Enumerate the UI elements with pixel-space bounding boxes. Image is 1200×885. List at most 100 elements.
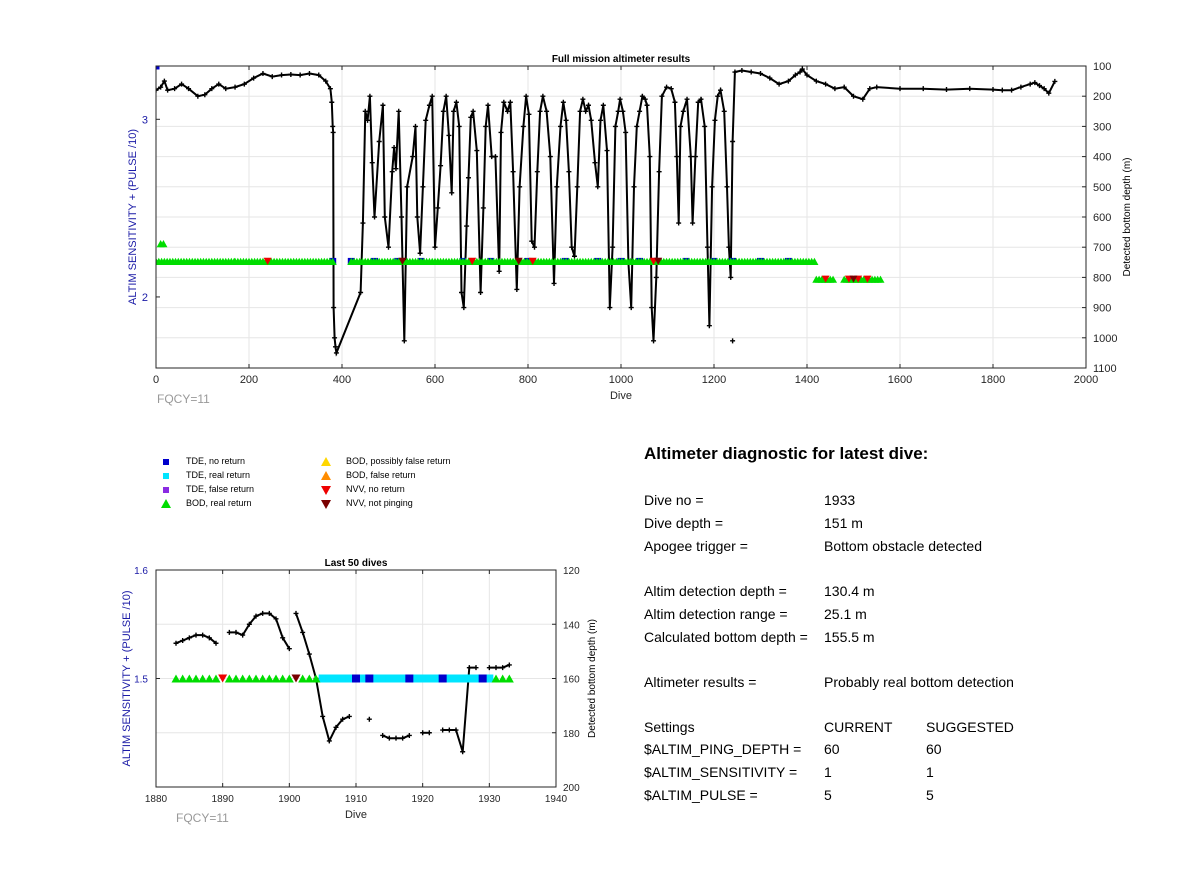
marker-plus [851,93,856,99]
marker-square [871,382,878,389]
marker-square [1025,382,1032,389]
marker-plus [156,87,159,93]
marker-triangle-up [935,382,943,389]
calc-bottom-label: Calculated bottom depth = [644,629,808,645]
y-right-axis-label: Detected bottom depth (m) [587,619,598,738]
marker-triangle-up [927,382,935,389]
y-right-tick-label: 900 [1093,303,1111,315]
legend-marker-triangle-up-icon [160,498,172,510]
x-tick-label: 1920 [412,794,435,805]
marker-square [1039,382,1046,389]
marker-triangle-up [1022,382,1030,389]
marker-plus [628,305,634,311]
marker-plus [551,280,557,286]
marker-plus [598,117,604,123]
marker-plus [600,102,606,108]
marker-plus [607,305,613,311]
marker-plus [715,93,721,99]
y-right-tick-label: 200 [563,783,580,794]
marker-plus [583,108,589,114]
marker-plus [420,730,426,736]
marker-triangle-up [328,257,337,266]
marker-plus [920,86,926,92]
marker-plus [498,129,504,135]
marker-plus [165,87,171,93]
marker-plus [999,87,1005,93]
marker-plus [785,78,791,84]
marker-plus [389,169,395,175]
y-right-tick-label: 500 [1093,182,1111,194]
marker-triangle-up [938,382,946,389]
marker-plus [306,651,312,657]
marker-plus [634,123,640,129]
legend-marker-triangle-up-icon [320,456,332,468]
marker-plus [506,662,512,668]
marker-triangle-down [1036,382,1044,389]
x-axis-label: Dive [345,809,367,821]
detection-depth-label: Altim detection depth = [644,583,787,599]
marker-plus [233,629,239,635]
x-tick-label: 1930 [478,794,501,805]
marker-plus [306,71,312,77]
y-right-tick-label: 200 [1093,91,1111,103]
marker-triangle-up [1038,382,1046,389]
y-right-tick-label: 1100 [1093,363,1117,375]
marker-triangle-up [871,382,879,389]
marker-plus [585,102,591,108]
x-tick-label: 1900 [278,794,301,805]
marker-plus [186,635,192,641]
marker-plus [692,154,698,160]
marker-triangle-down [821,275,830,283]
marker-plus [443,93,449,99]
y-left-axis-label: ALTIM SENSITIVITY + (PULSE /10) [127,129,139,305]
marker-plus [330,123,336,129]
marker-plus [269,74,275,80]
marker-square [950,382,957,389]
marker-plus [179,81,185,87]
y-right-tick-label: 120 [563,566,580,577]
marker-plus [369,160,375,166]
legend: TDE, no return TDE, real return TDE, fal… [160,455,500,517]
marker-plus [721,108,727,114]
marker-plus [253,613,259,619]
depth-line [156,67,1056,357]
x-tick-label: 1800 [981,374,1005,386]
marker-triangle-up [1013,382,1021,389]
marker-square [472,674,480,683]
x-tick-label: 2000 [1074,374,1098,386]
legend-item-bod-real-return: BOD, real return [160,497,252,509]
marker-plus [532,244,538,250]
marker-plus [399,214,405,220]
marker-plus [161,78,167,84]
marker-plus [767,75,773,81]
x-tick-label: 1200 [702,374,726,386]
marker-square [438,674,447,683]
marker-plus [273,616,279,622]
marker-triangle-up [932,382,940,389]
results-label: Altimeter results = [644,674,757,690]
marker-plus [554,184,560,190]
marker-triangle-up [966,382,974,389]
marker-square [958,382,965,389]
marker-square [919,382,926,389]
marker-triangle-down [468,257,477,266]
x-axis-label: Dive [610,390,632,402]
marker-plus [695,99,701,105]
legend-marker-square-icon [160,484,172,496]
y-right-tick-label: 400 [1093,152,1111,164]
marker-plus [944,87,949,93]
marker-plus [867,86,873,92]
marker-square [398,674,407,683]
marker-plus [698,96,704,102]
marker-plus [668,86,674,92]
depth-line [489,663,510,669]
marker-plus [417,250,423,256]
marker-square [425,674,434,683]
legend-item-tde-real-return: TDE, real return [160,469,250,481]
marker-plus [832,86,838,92]
marker-plus [644,102,650,108]
marker-plus [659,93,665,99]
marker-square [952,382,959,389]
marker-plus [990,87,996,93]
marker-square [378,674,387,683]
